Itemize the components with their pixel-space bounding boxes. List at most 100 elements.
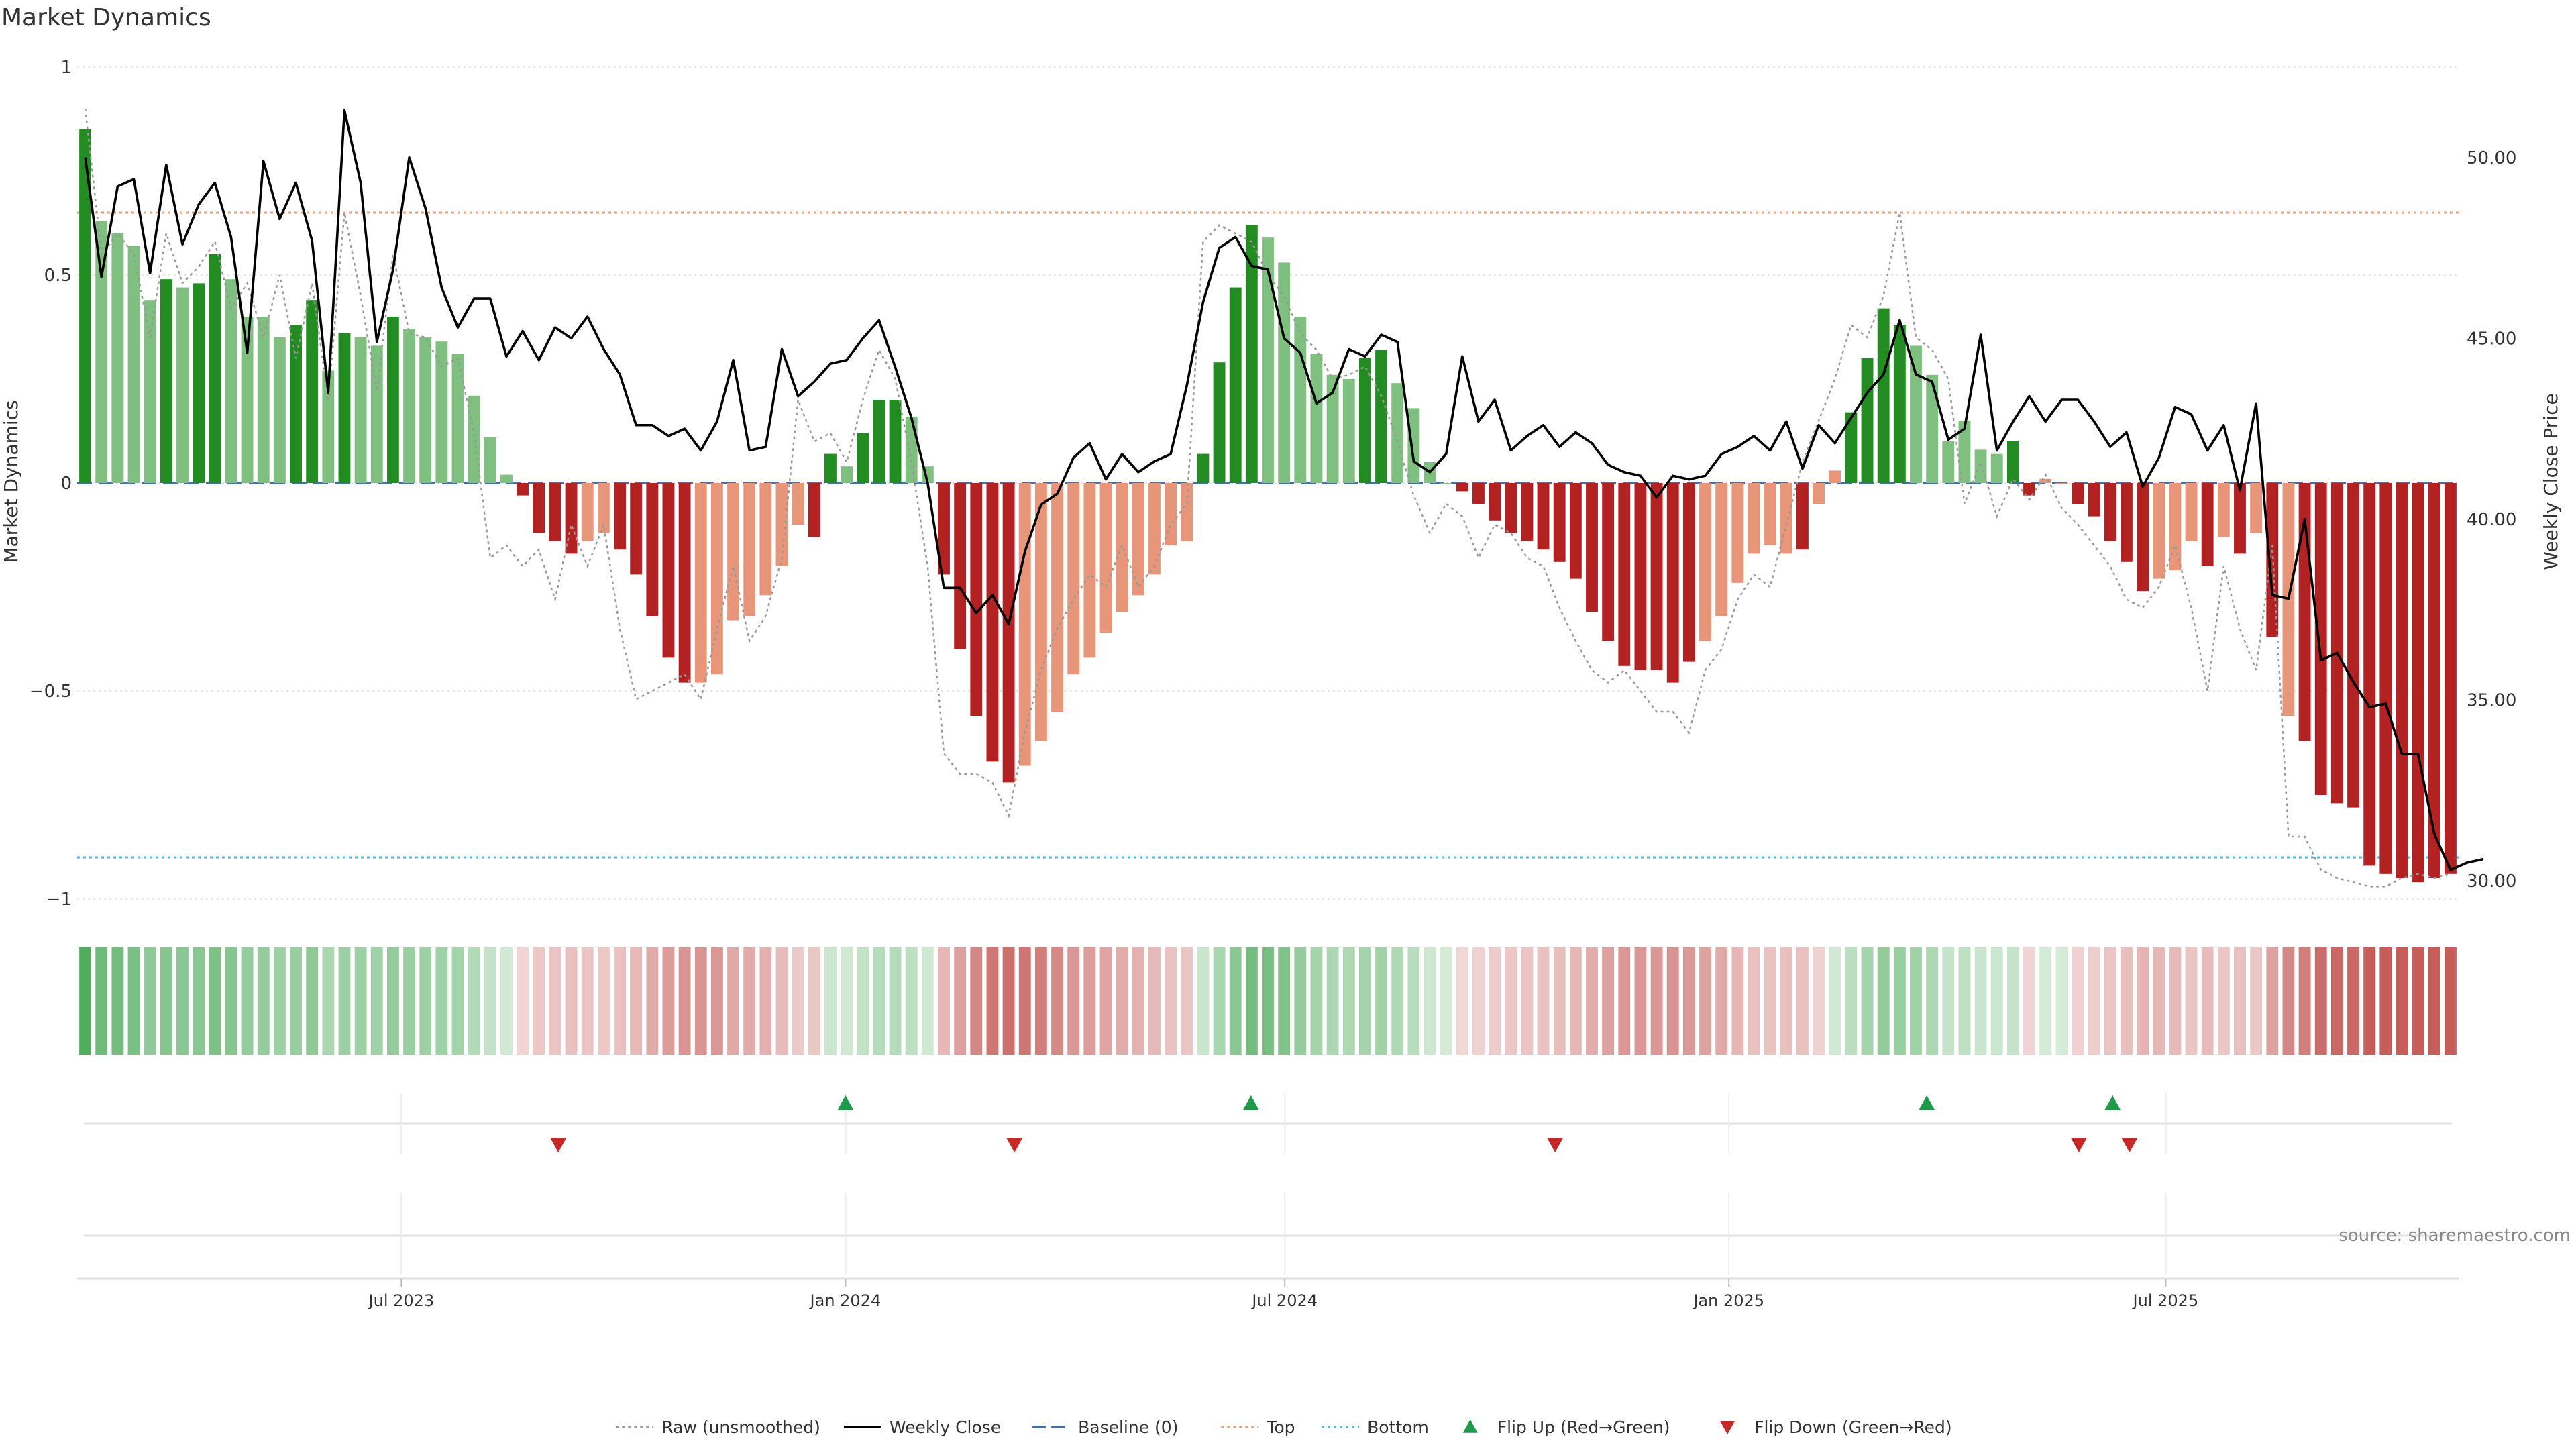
legend-label: Flip Up (Red→Green) <box>1497 1417 1670 1437</box>
heat-cell <box>1440 947 1452 1055</box>
heat-cell <box>1813 947 1825 1055</box>
heat-cell <box>1715 947 1728 1055</box>
close-line <box>84 109 2483 871</box>
bar <box>500 474 513 483</box>
bar <box>533 483 545 533</box>
bar <box>986 483 999 762</box>
flip-down-marker <box>2070 1138 2087 1152</box>
bar <box>1245 225 1258 483</box>
bar <box>95 221 108 483</box>
bar <box>2217 483 2230 537</box>
heat-cell <box>1634 947 1647 1055</box>
bar <box>808 483 820 537</box>
bar <box>2120 483 2133 562</box>
weekly-close-series <box>84 109 2483 871</box>
bar <box>257 317 270 483</box>
bar <box>1618 483 1631 666</box>
bar <box>2428 483 2440 878</box>
heat-cell <box>2412 947 2424 1055</box>
heat-cell <box>1197 947 1210 1055</box>
flip-down-marker <box>550 1138 567 1152</box>
bar <box>338 333 351 483</box>
bar <box>2039 478 2052 483</box>
bar <box>1018 483 1031 766</box>
heat-cell <box>2330 947 2343 1055</box>
heat-cell <box>2428 947 2440 1055</box>
heat-cell <box>1537 947 1550 1055</box>
heat-cell <box>209 947 221 1055</box>
heat-cell <box>1116 947 1128 1055</box>
bar <box>1682 483 1695 662</box>
heat-cell <box>1278 947 1291 1055</box>
heat-cell <box>95 947 108 1055</box>
legend-label: Weekly Close <box>890 1417 1001 1437</box>
heat-cell <box>160 947 172 1055</box>
heat-cell <box>1942 947 1955 1055</box>
bar <box>160 279 172 483</box>
heat-cell <box>614 947 626 1055</box>
heat-cell <box>1974 947 1987 1055</box>
heat-cell <box>1893 947 1906 1055</box>
heat-cell <box>257 947 270 1055</box>
left-tick-label: 0.5 <box>44 266 72 286</box>
heat-cell <box>322 947 335 1055</box>
bar <box>597 483 610 533</box>
heat-cell <box>1358 947 1371 1055</box>
heat-cell <box>127 947 140 1055</box>
bar <box>1278 262 1291 483</box>
legend-label: Raw (unsmoothed) <box>661 1417 820 1437</box>
bar <box>1472 483 1485 504</box>
heat-cell <box>1407 947 1420 1055</box>
flip-up-marker <box>1919 1095 1935 1110</box>
heat-cell <box>1083 947 1096 1055</box>
heat-cell <box>2347 947 2359 1055</box>
bar <box>1942 441 1955 483</box>
bar <box>1358 358 1371 483</box>
bar <box>1489 483 1501 521</box>
heat-cell <box>2201 947 2214 1055</box>
heat-cell <box>1165 947 1177 1055</box>
heat-cell <box>646 947 659 1055</box>
bar <box>1440 483 1452 484</box>
bar <box>2234 483 2246 554</box>
left-tick-label: −0.5 <box>30 682 72 702</box>
legend-label: Bottom <box>1367 1417 1429 1437</box>
bar <box>2055 483 2068 484</box>
bar <box>1553 483 1566 562</box>
bar <box>1974 449 1987 483</box>
left-tick-label: −1 <box>46 890 72 910</box>
heat-cell <box>1829 947 1841 1055</box>
bar <box>646 483 659 616</box>
flip-up-marker <box>837 1095 854 1110</box>
bar <box>970 483 983 716</box>
bar <box>1181 483 1193 541</box>
heat-cell <box>1910 947 1922 1055</box>
bar <box>938 483 950 575</box>
heat-cell <box>743 947 756 1055</box>
heat-cell <box>2363 947 2376 1055</box>
bar <box>1132 483 1144 596</box>
bar <box>889 400 902 483</box>
heat-cell <box>273 947 286 1055</box>
heat-cell <box>533 947 545 1055</box>
heat-cell <box>2006 947 2019 1055</box>
bar <box>1197 453 1210 483</box>
heat-cell <box>2120 947 2133 1055</box>
bar <box>370 345 383 483</box>
bar <box>1602 483 1615 641</box>
bar <box>1521 483 1534 541</box>
heat-cell <box>1018 947 1031 1055</box>
heat-cell <box>954 947 967 1055</box>
bar <box>2023 483 2035 496</box>
heat-cell <box>1569 947 1582 1055</box>
heat-cell <box>1099 947 1112 1055</box>
heat-cell <box>889 947 902 1055</box>
bar <box>662 483 675 658</box>
legend-label: Flip Down (Green→Red) <box>1754 1417 1952 1437</box>
heat-cell <box>193 947 205 1055</box>
heat-cell <box>565 947 578 1055</box>
bar <box>1650 483 1663 670</box>
heat-cell <box>2379 947 2392 1055</box>
bar <box>727 483 739 621</box>
